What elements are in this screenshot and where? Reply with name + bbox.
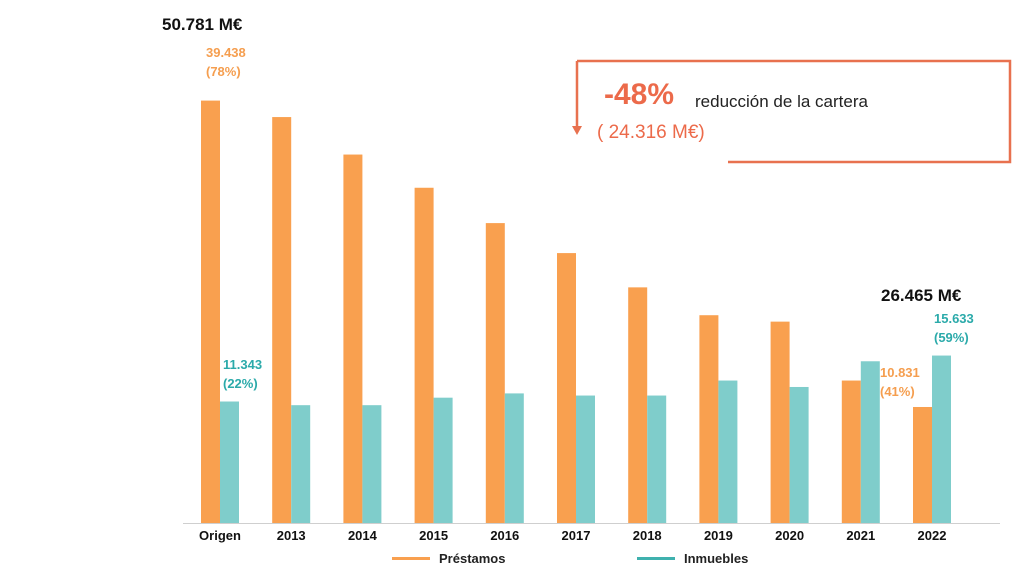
final-assets-value: 15.633 [934, 311, 974, 326]
origin-total-label: 50.781 M€ [162, 15, 243, 34]
bars-group [201, 100, 951, 524]
legend-item-assets: Inmuebles [637, 551, 748, 566]
legend-item-loans: Préstamos [392, 551, 505, 566]
legend-label-loans: Préstamos [439, 551, 506, 566]
bar-inmuebles-2018 [647, 395, 667, 523]
legend-label-assets: Inmuebles [684, 551, 749, 566]
bar-prestamos-2015 [414, 187, 434, 524]
bar-inmuebles-origen [220, 401, 239, 523]
bar-inmuebles-2016 [504, 393, 524, 523]
bar-prestamos-origen [201, 100, 220, 524]
callout-percent: -48% [604, 78, 675, 111]
bar-prestamos-2017 [557, 253, 576, 523]
final-total-label: 26.465 M€ [881, 286, 962, 305]
origin-loans-pct: (78%) [206, 64, 241, 79]
x-tick-label-2016: 2016 [490, 528, 519, 543]
callout-arrow-head [572, 126, 582, 135]
bar-inmuebles-2021 [860, 361, 880, 523]
bar-inmuebles-2017 [576, 395, 595, 523]
bar-prestamos-2013 [272, 117, 292, 523]
callout-frame [577, 59, 1012, 164]
x-tick-label-2022: 2022 [918, 528, 947, 543]
bar-inmuebles-2020 [789, 386, 809, 523]
bar-inmuebles-2013 [291, 405, 311, 523]
origin-loans-value: 39.438 [206, 45, 246, 60]
final-loans-value: 10.831 [880, 365, 920, 380]
bar-prestamos-2021 [841, 380, 861, 523]
bar-prestamos-2018 [628, 287, 648, 523]
x-tick-label-2015: 2015 [419, 528, 448, 543]
bar-inmuebles-2014 [362, 405, 382, 523]
legend-swatch-loans [392, 557, 430, 560]
origin-assets-pct: (22%) [223, 376, 258, 391]
x-tick-label-2021: 2021 [846, 528, 875, 543]
bar-inmuebles-2019 [718, 380, 738, 523]
bar-prestamos-2019 [699, 315, 719, 523]
x-axis-labels: Origen 2013 2014 2015 2016 2017 2018 2019 2020 20… [199, 528, 946, 543]
x-tick-label-2018: 2018 [633, 528, 662, 543]
callout-text: reducción de la cartera [695, 92, 868, 111]
x-tick-label-2019: 2019 [704, 528, 733, 543]
bar-prestamos-2020 [770, 321, 790, 523]
bar-prestamos-2022 [913, 406, 932, 523]
legend-swatch-assets [637, 557, 675, 560]
bar-inmuebles-2022 [932, 355, 951, 523]
bar-prestamos-2014 [343, 154, 363, 524]
x-tick-label-2014: 2014 [348, 528, 378, 543]
bar-inmuebles-2015 [433, 397, 453, 523]
callout-amount: ( 24.316 M€) [597, 122, 705, 143]
bar-prestamos-2016 [485, 223, 505, 524]
final-assets-pct: (59%) [934, 330, 969, 345]
origin-assets-value: 11.343 [223, 357, 263, 372]
x-tick-label-2020: 2020 [775, 528, 804, 543]
x-tick-label-origen: Origen [199, 528, 241, 543]
x-tick-label-2013: 2013 [277, 528, 306, 543]
x-tick-label-2017: 2017 [562, 528, 591, 543]
final-loans-pct: (41%) [880, 384, 915, 399]
